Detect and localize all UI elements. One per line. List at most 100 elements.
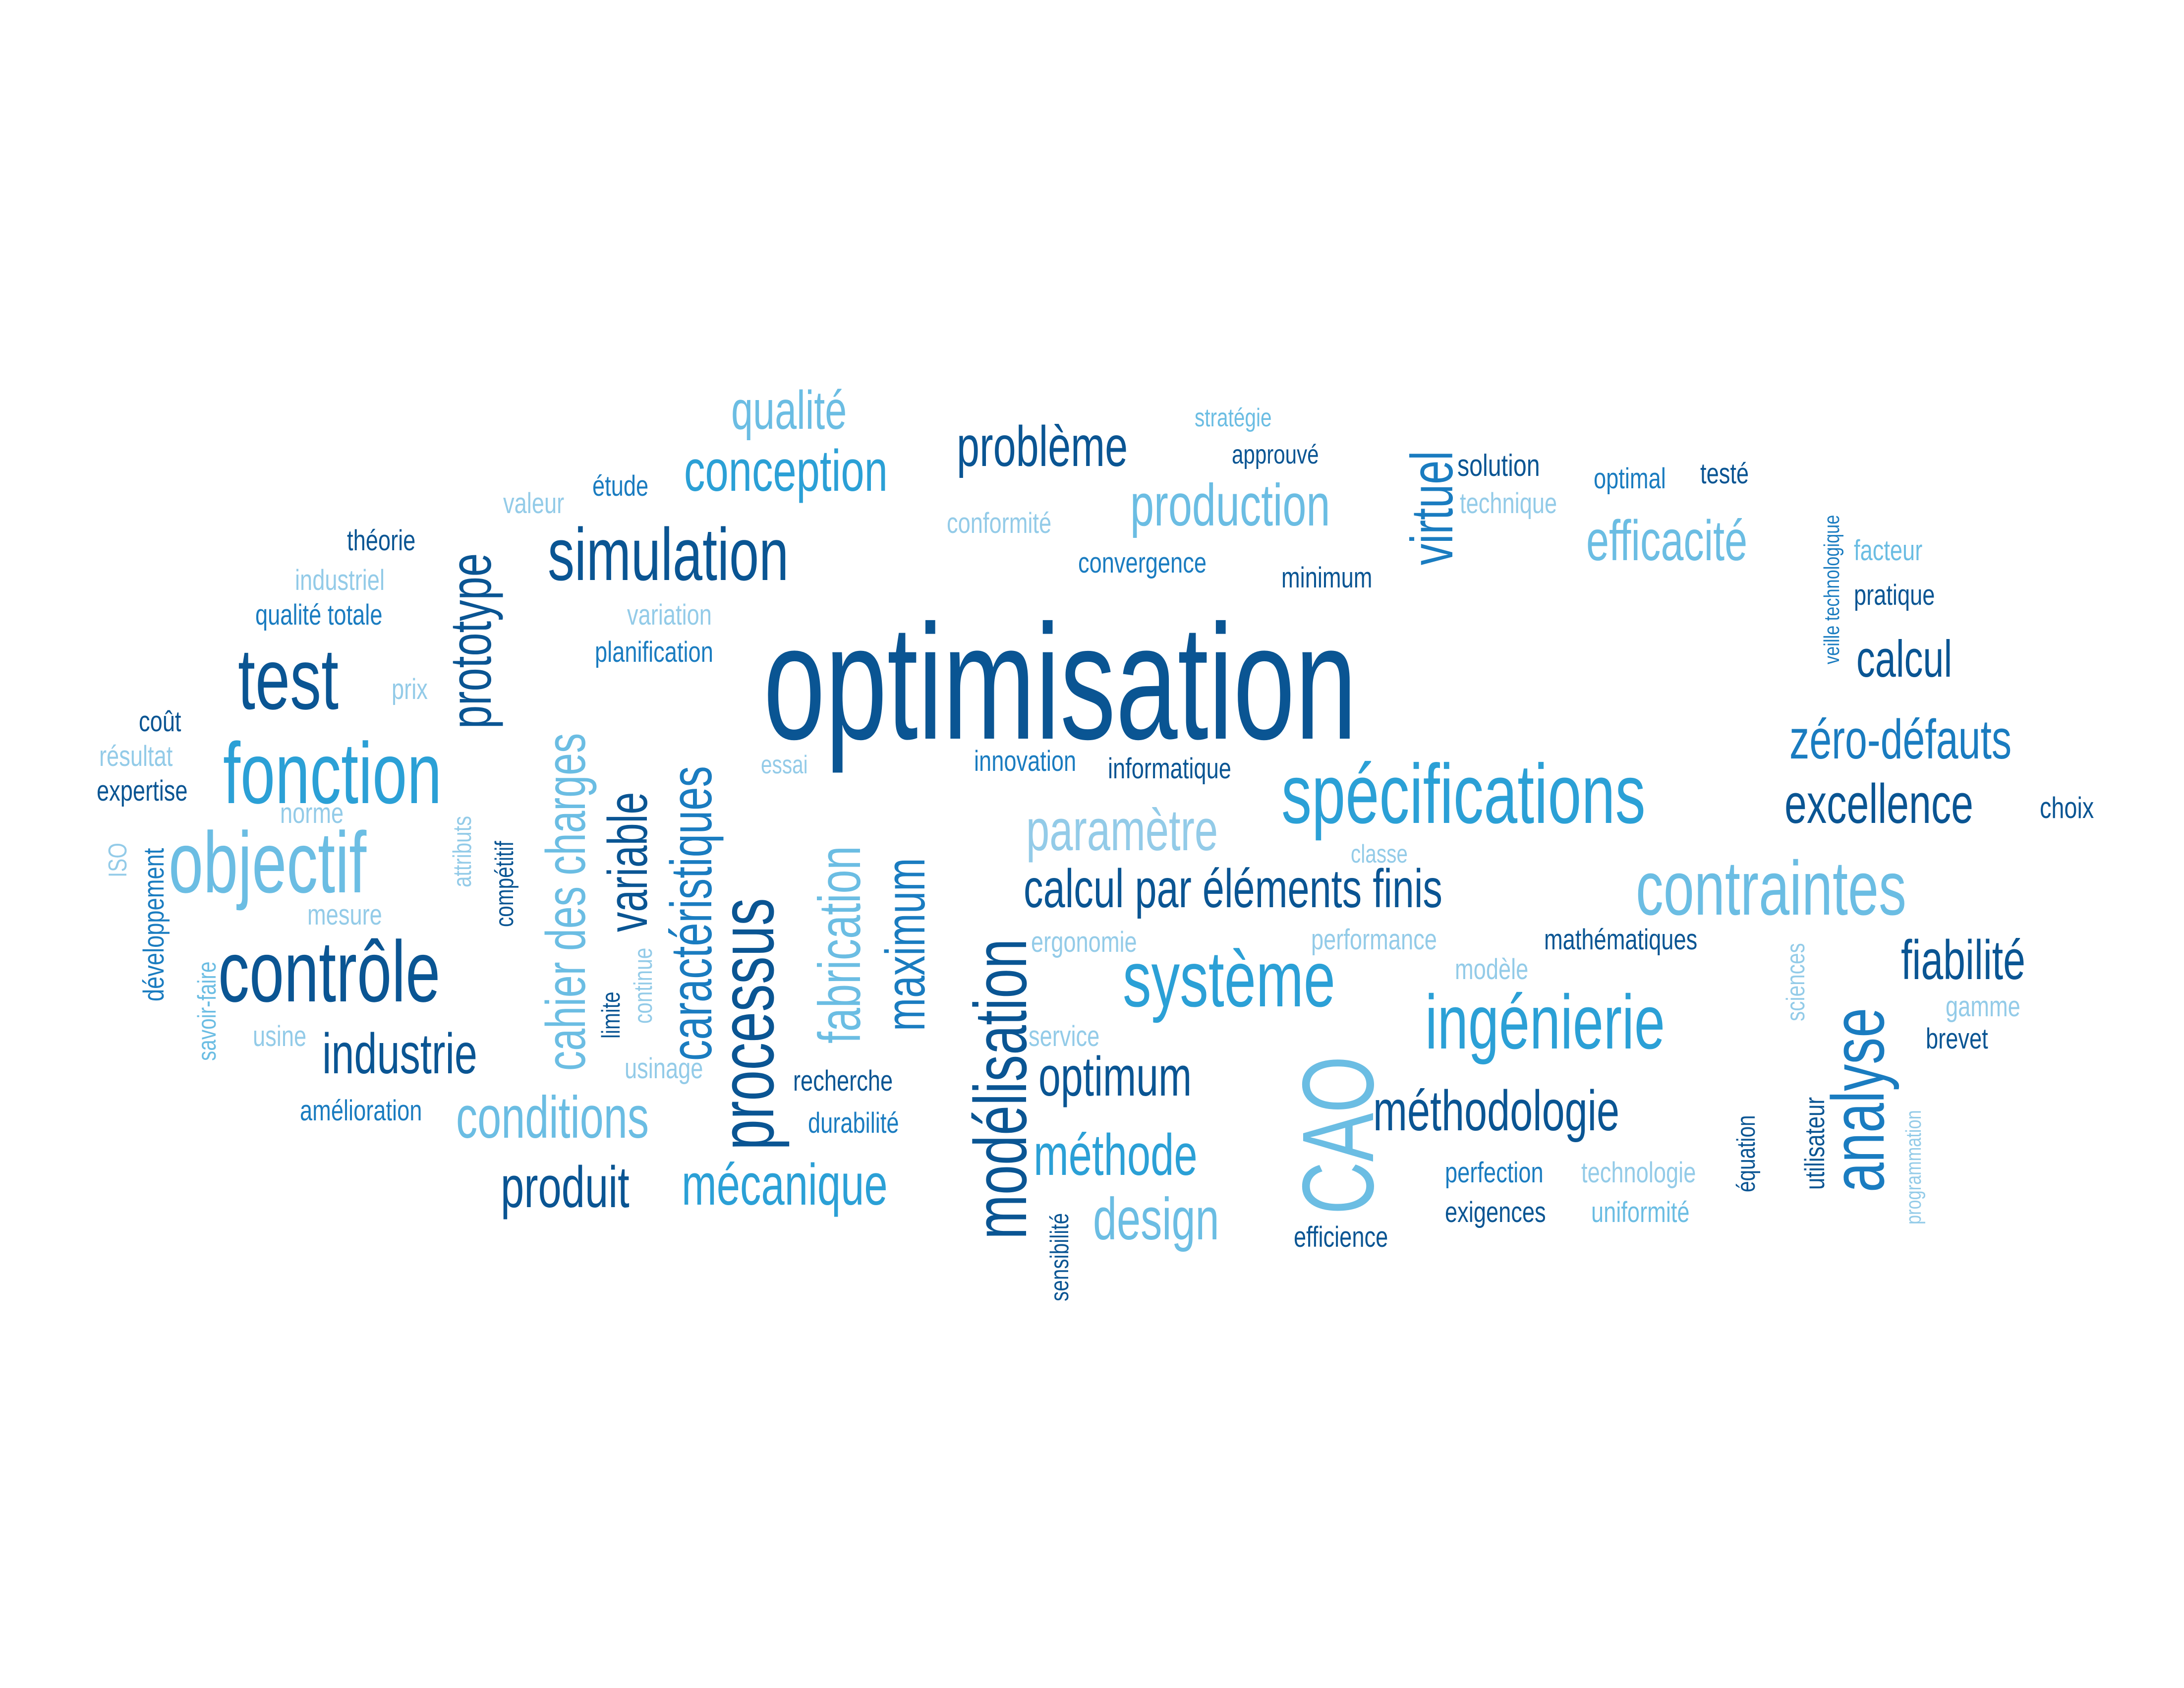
word-zero-defauts: zéro-défauts [1789,708,2012,770]
word-maximum: maximum [874,858,936,1031]
word-theorie: théorie [347,525,415,557]
word-informatique: informatique [1108,753,1231,785]
word-iso: ISO [103,843,132,877]
word-qualite-totale: qualité totale [255,599,382,632]
word-produit: produit [501,1154,630,1220]
word-service: service [1029,1021,1099,1053]
word-uniformite: uniformité [1591,1197,1690,1229]
word-resultat: résultat [99,741,173,773]
word-modelisation: modélisation [959,939,1042,1239]
word-methodologie: méthodologie [1373,1079,1619,1143]
word-utilisateur: utilisateur [1799,1097,1830,1190]
word-savoir-faire: savoir-faire [192,961,221,1061]
word-excellence: excellence [1784,773,1973,835]
word-attributs: attributs [448,816,476,887]
word-prototype: prototype [438,553,503,729]
word-analyse: analyse [1817,1008,1900,1192]
word-fiabilite: fiabilité [1901,929,2025,991]
word-probleme: problème [957,415,1128,479]
word-specifications: spécifications [1281,747,1646,841]
word-competitif: compétitif [490,841,518,927]
word-developpement: développement [138,848,171,1001]
word-etude: étude [592,470,648,503]
word-optimum: optimum [1038,1046,1192,1107]
word-equation: équation [1731,1115,1760,1192]
word-minimum: minimum [1281,562,1372,594]
word-virtuel: virtuel [1399,451,1465,565]
word-methode: méthode [1034,1122,1198,1187]
word-mathematiques: mathématiques [1544,924,1697,956]
word-parametre: paramètre [1026,797,1218,863]
word-recherche: recherche [793,1065,893,1098]
word-essai: essai [761,750,808,779]
word-continue: continue [629,948,657,1024]
word-technologie: technologie [1581,1157,1696,1189]
word-norme: norme [280,798,344,830]
word-programmation: programmation [1901,1110,1926,1224]
word-sensibilite: sensibilité [1045,1213,1074,1301]
word-pratique: pratique [1854,580,1935,612]
word-optimal: optimal [1594,463,1666,495]
word-efficacite: efficacité [1586,509,1747,573]
word-production: production [1130,472,1330,538]
word-industrie: industrie [322,1022,477,1086]
word-limite: limite [596,991,625,1039]
word-valeur: valeur [503,488,564,520]
word-calcul: calcul [1856,630,1952,688]
word-mesure: mesure [307,899,382,931]
word-conception: conception [684,438,888,503]
word-strategie: stratégie [1195,403,1272,432]
word-conformite: conformité [947,508,1051,540]
word-variable: variable [597,792,659,932]
word-fonction: fonction [223,725,442,822]
word-calcul-par-elements-finis: calcul par éléments finis [1024,858,1442,919]
word-modele: modèle [1455,954,1528,986]
word-sciences: sciences [1781,943,1810,1021]
word-controle: contrôle [218,924,440,1020]
word-conditions: conditions [456,1084,649,1151]
word-design: design [1093,1186,1219,1252]
word-veille-technologique: veille technologique [1820,515,1844,664]
word-cao: CAO [1281,1056,1395,1215]
word-cahier-des-charges: cahier des charges [535,733,597,1071]
word-ingenierie: ingénierie [1425,979,1665,1065]
word-objectif: objectif [169,815,367,911]
word-simulation: simulation [548,513,789,596]
word-convergence: convergence [1078,547,1207,580]
word-cout: coût [139,706,181,738]
word-facteur: facteur [1854,535,1922,567]
word-variation: variation [627,599,712,632]
word-contraintes: contraintes [1636,845,1906,931]
word-planification: planification [595,637,713,669]
word-mecanique: mécanique [682,1152,888,1217]
word-efficience: efficience [1294,1222,1388,1254]
word-approuve: approuvé [1232,440,1319,469]
word-test: test [238,631,339,728]
word-systeme: système [1123,934,1335,1023]
word-innovation: innovation [974,746,1076,778]
word-exigences: exigences [1445,1197,1546,1229]
word-brevet: brevet [1926,1023,1988,1055]
word-qualite: qualité [731,380,847,441]
word-technique: technique [1460,488,1557,520]
word-expertise: expertise [97,775,188,808]
word-classe: classe [1351,839,1408,868]
word-perfection: perfection [1445,1157,1544,1189]
word-fabrication: fabrication [806,846,873,1044]
word-usine: usine [253,1021,306,1053]
word-caracteristiques: caractéristiques [658,766,724,1061]
word-ergonomie: ergonomie [1031,927,1137,959]
word-teste: testé [1700,458,1749,490]
word-processus: processus [704,898,790,1150]
word-optimisation: optimisation [763,591,1357,774]
word-gamme: gamme [1946,991,2020,1023]
word-amelioration: amélioration [300,1095,422,1127]
word-solution: solution [1457,448,1540,482]
word-durabilite: durabilité [808,1107,899,1140]
word-industriel: industriel [295,565,385,597]
word-prix: prix [392,674,428,706]
word-usinage: usinage [625,1053,703,1085]
word-choix: choix [2040,791,2094,824]
